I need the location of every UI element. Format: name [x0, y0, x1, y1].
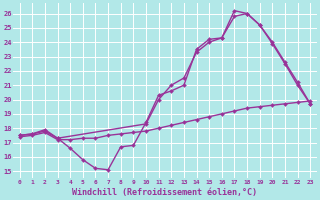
X-axis label: Windchill (Refroidissement éolien,°C): Windchill (Refroidissement éolien,°C) [72, 188, 258, 197]
